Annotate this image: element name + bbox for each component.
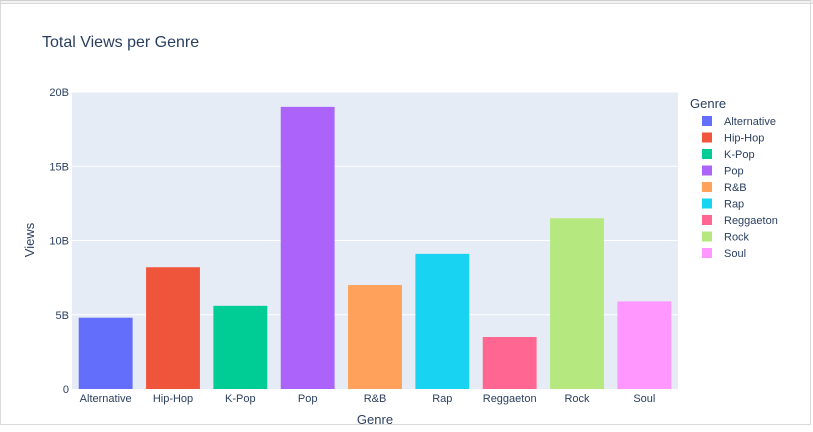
x-tick-label: K-Pop (225, 393, 256, 405)
chart-title: Total Views per Genre (42, 34, 200, 51)
y-tick-label: 20B (49, 87, 69, 99)
bar-r-b[interactable] (348, 285, 402, 389)
legend-item-hip-hop[interactable]: Hip-Hop (702, 132, 764, 145)
y-tick-label: 5B (56, 310, 69, 322)
legend-swatch (702, 149, 712, 159)
legend-label: Reggaeton (724, 215, 778, 227)
legend-label: R&B (724, 182, 747, 194)
x-tick-label: Pop (298, 393, 318, 405)
legend-item-pop[interactable]: Pop (702, 165, 744, 178)
legend-label: Pop (724, 166, 744, 178)
bar-alternative[interactable] (78, 317, 133, 389)
x-axis-ticks: Alternative Hip-Hop K-Pop Pop R&B Rap Reggaeto… (80, 393, 656, 405)
bar-pop[interactable] (280, 106, 335, 389)
y-tick-label: 0 (63, 384, 69, 396)
legend-swatch (702, 182, 712, 192)
y-axis-title: Views (22, 222, 37, 257)
legend-item-r-b[interactable]: R&B (702, 182, 747, 194)
x-tick-label: Alternative (80, 393, 132, 405)
legend-item-soul[interactable]: Soul (702, 248, 746, 260)
legend-label: Rap (724, 199, 744, 211)
legend-item-k-pop[interactable]: K-Pop (702, 149, 755, 161)
y-tick-label: 15B (49, 161, 69, 173)
x-tick-label: Soul (633, 393, 655, 405)
window-top-strip (0, 0, 813, 4)
x-tick-label: Rap (432, 393, 452, 405)
legend-item-rock[interactable]: Rock (702, 231, 750, 244)
y-axis-ticks: 0 5B 10B 15B 20B (49, 87, 69, 396)
bar-reggaeton[interactable] (482, 337, 537, 389)
x-tick-label: Rock (564, 393, 590, 405)
bar-rap[interactable] (415, 253, 470, 389)
legend-item-reggaeton[interactable]: Reggaeton (702, 215, 778, 227)
x-tick-label: R&B (364, 393, 387, 405)
legend-label: K-Pop (724, 149, 755, 161)
legend-swatch (702, 231, 712, 242)
y-tick-label: 10B (49, 236, 69, 248)
legend-title: Genre (690, 96, 726, 111)
legend-swatch (702, 215, 712, 225)
legend-swatch (702, 198, 712, 209)
legend-item-alternative[interactable]: Alternative (702, 116, 776, 128)
bar-soul[interactable] (617, 301, 672, 389)
legend-label: Rock (724, 232, 750, 244)
x-tick-label: Hip-Hop (153, 393, 193, 405)
legend-label: Hip-Hop (724, 133, 764, 145)
x-axis-title: Genre (357, 412, 393, 427)
legend-label: Alternative (724, 116, 776, 128)
legend-label: Soul (724, 248, 746, 260)
x-tick-label: Reggaeton (483, 393, 537, 405)
bar-k-pop[interactable] (213, 305, 268, 389)
legend: Genre Alternative Hip-Hop K-Pop Pop R&B Rap Re… (690, 96, 778, 260)
bar-hip-hop[interactable] (146, 267, 200, 389)
bar-rock[interactable] (550, 218, 604, 389)
legend-item-rap[interactable]: Rap (702, 198, 744, 211)
legend-swatch (702, 116, 712, 126)
legend-swatch (702, 248, 712, 258)
legend-swatch (702, 132, 712, 143)
legend-swatch (702, 165, 712, 176)
bars (78, 106, 672, 389)
